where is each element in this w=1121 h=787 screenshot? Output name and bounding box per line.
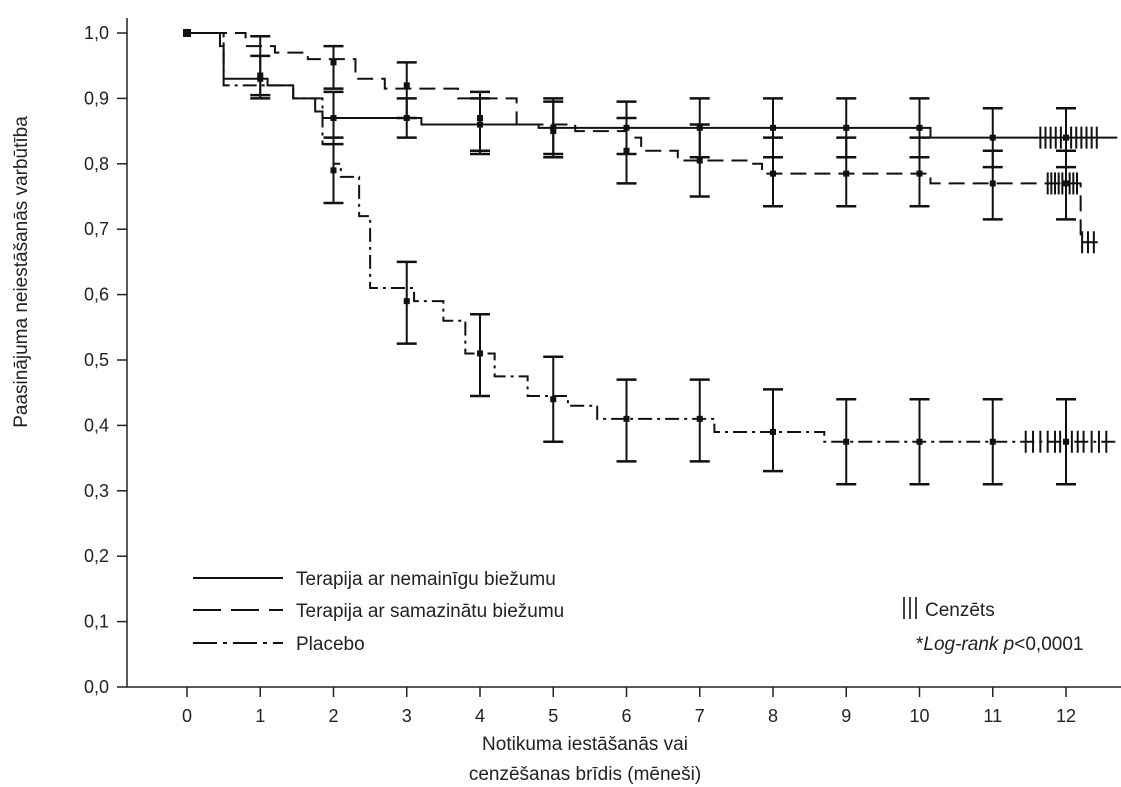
estimate-point	[550, 128, 557, 135]
ticks: 0 1 2 3 4 5 6 7 8 9 10 11 120,00,10,20,30,40,50,60,7…	[84, 23, 1076, 726]
estimate-point	[989, 438, 996, 445]
series-2-errorbar-1	[250, 35, 271, 100]
estimate-point	[477, 115, 483, 122]
series-3-errorbar-7	[689, 378, 710, 463]
x-tick-label-4: 4	[475, 706, 485, 726]
estimate-point	[330, 167, 337, 174]
estimate-point	[989, 180, 996, 187]
series-2-errorbar-9	[836, 136, 857, 208]
series-3	[187, 32, 1118, 486]
series-1-curve	[187, 32, 1118, 139]
series-layer	[183, 29, 1118, 486]
logrank-prefix: *	[916, 634, 924, 655]
estimate-point	[623, 415, 630, 422]
series-3-errorbar-11	[982, 397, 1003, 486]
series-2-errorbar-7	[689, 123, 710, 198]
estimate-point	[477, 350, 483, 357]
y-tick-label-0: 0,0	[84, 677, 109, 697]
x-tick-label-1: 1	[255, 706, 265, 726]
y-tick-label-5: 0,5	[84, 350, 109, 370]
y-tick-label-4: 0,4	[84, 415, 109, 435]
x-tick-label-0: 0	[182, 706, 192, 726]
estimate-point	[770, 124, 776, 131]
estimate-point	[843, 124, 850, 131]
series-3-errorbar-5	[543, 355, 564, 443]
legend-label-series-1: Terapija ar nemainīgu biežumu	[296, 569, 556, 590]
estimate-point	[696, 415, 703, 422]
x-tick-label-5: 5	[548, 706, 558, 726]
x-tick-label-2: 2	[328, 706, 338, 726]
estimate-point	[989, 134, 996, 141]
x-axis-title-line1: Notikuma iestāšanās vai	[482, 734, 688, 755]
series-3-errorbar-2	[323, 136, 344, 205]
y-tick-label-7: 0,7	[84, 219, 109, 239]
series-3-errorbar-3	[396, 260, 417, 345]
estimate-point	[403, 298, 410, 305]
x-tick-label-10: 10	[909, 706, 929, 726]
series-3-errorbar-6	[616, 378, 637, 463]
estimate-point	[843, 170, 850, 177]
y-tick-label-10: 1,0	[84, 23, 109, 43]
y-tick-label-1: 0,1	[84, 612, 109, 632]
estimate-point	[330, 59, 337, 66]
series-3-errorbar-9	[836, 397, 857, 486]
estimate-point	[916, 170, 923, 177]
series-3-errorbar-4	[470, 312, 490, 398]
censor-legend-label: Cenzēts	[925, 600, 995, 621]
logrank-rest: <0,0001	[1014, 634, 1083, 655]
series-2-errorbar-11	[982, 149, 1003, 221]
estimate-point	[770, 170, 776, 177]
estimate-point	[403, 82, 410, 89]
legend: Terapija ar nemainīgu biežumu Terapija a…	[193, 569, 1083, 655]
x-tick-label-9: 9	[841, 706, 851, 726]
series-2-errorbar-2	[323, 44, 344, 90]
y-axis-title: Paasinājuma neiestāšanās varbūtība	[11, 116, 32, 428]
y-tick-label-8: 0,8	[84, 154, 109, 174]
estimate-point	[770, 428, 776, 435]
y-tick-label-6: 0,6	[84, 285, 109, 305]
x-axis-title-line2: cenzēšanas brīdis (mēneši)	[469, 764, 701, 785]
x-tick-label-12: 12	[1056, 706, 1076, 726]
logrank-italic: Log-rank p	[923, 634, 1014, 655]
series-3-curve	[187, 32, 1118, 443]
y-tick-label-2: 0,2	[84, 546, 109, 566]
legend-label-series-3: Placebo	[296, 634, 365, 655]
series-2-errorbar-4	[470, 90, 490, 156]
estimate-point	[330, 115, 337, 122]
y-tick-label-9: 0,9	[84, 88, 109, 108]
estimate-point	[843, 438, 850, 445]
x-tick-label-3: 3	[402, 706, 412, 726]
series-2-errorbar-6	[616, 116, 637, 185]
x-tick-label-11: 11	[983, 706, 1002, 726]
censor-legend-icon	[903, 597, 917, 619]
logrank-annotation: *Log-rank p<0,0001	[916, 634, 1083, 655]
estimate-point	[550, 396, 557, 403]
estimate-point	[916, 438, 923, 445]
estimate-point	[916, 124, 923, 131]
series-2	[187, 32, 1103, 254]
estimate-point	[623, 147, 630, 154]
series-2-errorbar-8	[763, 136, 783, 208]
estimate-point	[257, 72, 264, 79]
series-1	[187, 32, 1118, 169]
series-3-errorbar-8	[763, 388, 783, 473]
legend-label-series-2: Terapija ar samazinātu biežumu	[296, 601, 564, 622]
series-3-errorbar-10	[909, 397, 930, 486]
x-tick-label-8: 8	[768, 706, 778, 726]
series-2-errorbar-10	[909, 136, 930, 208]
series-2-errorbar-5	[543, 97, 564, 159]
y-tick-label-3: 0,3	[84, 481, 109, 501]
series-2-curve	[187, 32, 1103, 244]
start-point	[183, 29, 191, 37]
x-tick-label-7: 7	[695, 706, 705, 726]
x-tick-label-6: 6	[621, 706, 631, 726]
estimate-point	[696, 157, 703, 164]
axes	[126, 18, 1121, 688]
series-2-errorbar-3	[396, 61, 417, 120]
